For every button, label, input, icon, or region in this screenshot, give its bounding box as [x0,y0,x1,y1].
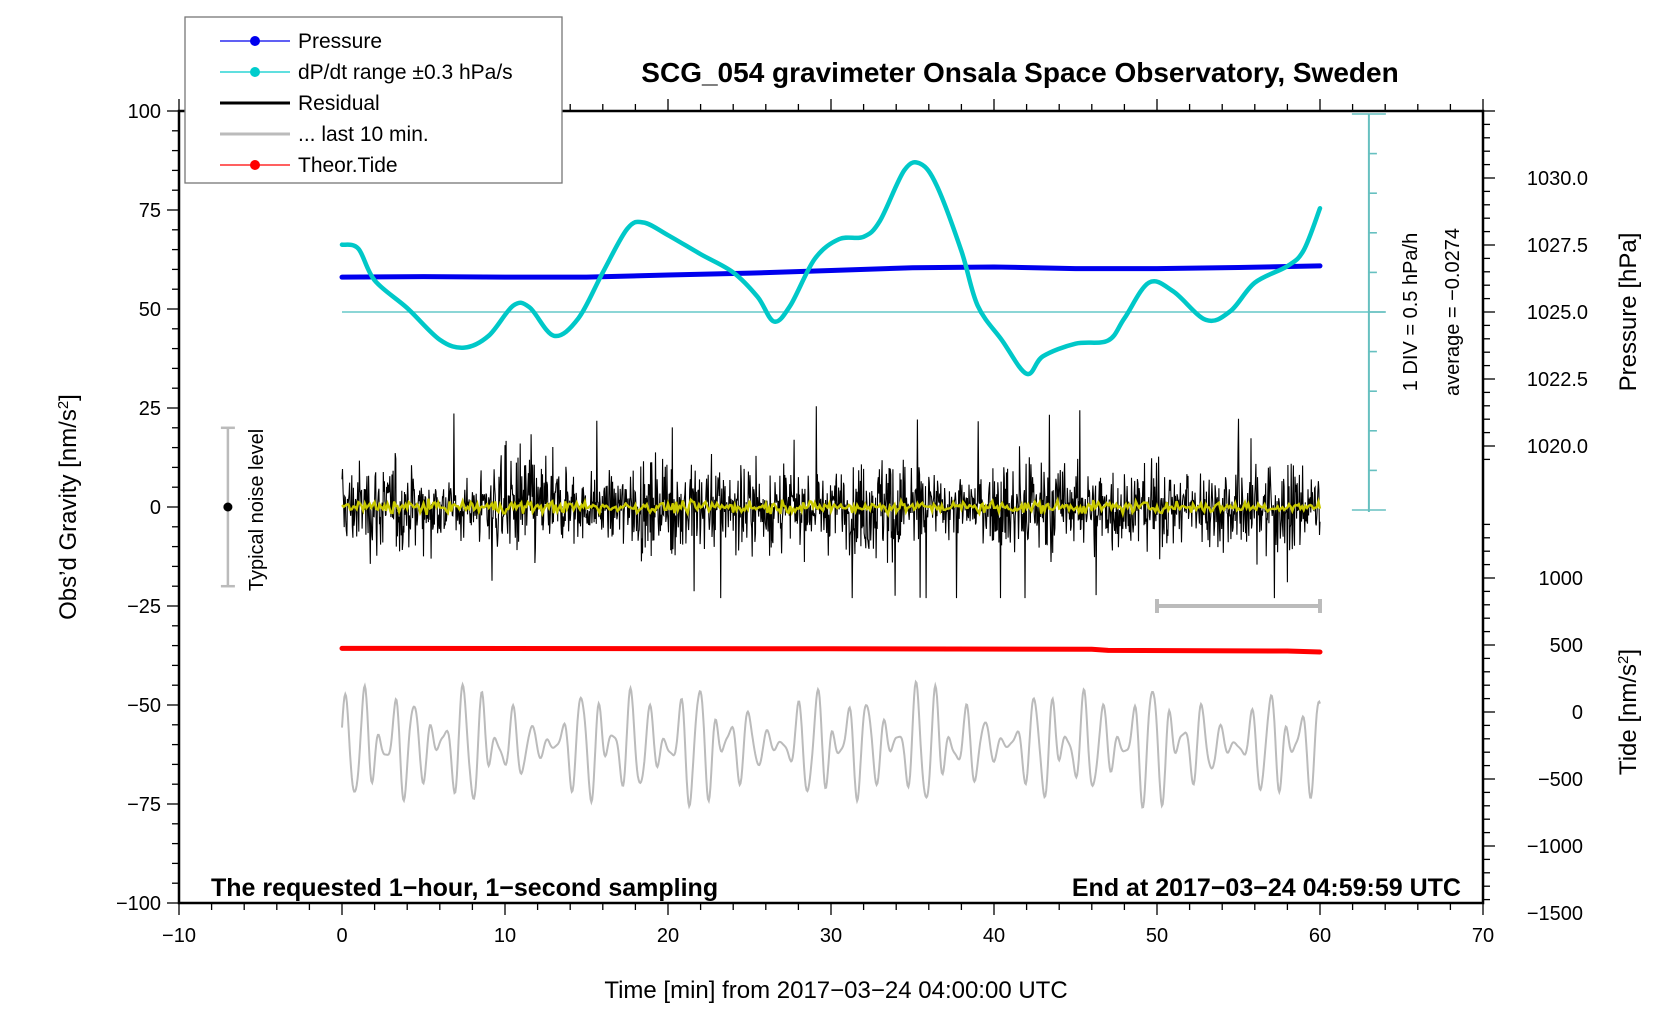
annotation-bottom-right: End at 2017−03−24 04:59:59 UTC [1072,874,1461,902]
y-left-tick-label: 100 [128,101,161,123]
residual-line [341,406,1321,599]
y-left-tick-label: −100 [116,893,161,915]
y-right-bottom-title-end: ] [1615,649,1642,656]
legend-swatch-dot [250,67,260,77]
pressure-tick-label: 1027.5 [1527,235,1588,257]
legend-label: Residual [298,92,380,115]
y-right-bottom-title-main: Tide [nm/s [1615,664,1642,775]
legend-entry: Residual [220,92,380,115]
y-left-tick-label: 50 [139,299,161,321]
tide-tick-label: 0 [1572,702,1583,724]
series-layer [339,159,1323,810]
pressure-tick-label: 1030.0 [1527,168,1588,190]
tide-tick-label: −1000 [1527,836,1583,858]
x-tick-label: 70 [1472,925,1494,947]
tide-tick-label: 1000 [1539,568,1584,590]
y-right-top-axis-title: Pressure [hPa] [1615,233,1642,392]
y-left-tick-label: −50 [127,695,161,717]
dpdt-scale-bar [1351,113,1386,512]
residual-smoothed-line [341,496,1322,519]
x-tick-label: 10 [494,925,516,947]
pressure-tick-label: 1020.0 [1527,436,1588,458]
y-left-title-main: Obs’d Gravity [nm/s [55,409,82,620]
noise-level-bar [220,426,235,588]
tide-tick-label: −500 [1538,769,1583,791]
noise-level-label: Typical noise level [246,429,268,591]
pressure-tick-label: 1022.5 [1527,369,1588,391]
legend-label: Theor.Tide [298,154,398,177]
x-tick-label: 60 [1309,925,1331,947]
y-right-bottom-title-sup: 2 [1615,656,1632,664]
y-left-axis-ticks: 100 75 50 25 0 −25 −50 −75 −100 [116,101,179,915]
noise-bar-center-dot [223,502,233,512]
x-tick-label: 30 [820,925,842,947]
legend-label: dP/dt range ±0.3 hPa/s [298,61,513,84]
y-left-tick-label: −25 [127,596,161,618]
x-tick-label: 50 [1146,925,1168,947]
x-axis-title: Time [min] from 2017−03−24 04:00:00 UTC [604,977,1067,1004]
y-left-title-end: ] [55,394,82,401]
legend-swatch-dot [250,36,260,46]
last-10-min-line [341,679,1321,810]
pressure-line [339,263,1323,280]
chart-title: SCG_054 gravimeter Onsala Space Observat… [641,57,1398,88]
legend-label: ... last 10 min. [298,123,429,146]
annotation-bottom-left: The requested 1−hour, 1−second sampling [211,874,718,902]
y-left-tick-label: 25 [139,398,161,420]
x-tick-label: 40 [983,925,1005,947]
y-left-tick-label: −75 [127,794,161,816]
y-right-bottom-axis-title: Tide [nm/s2] [1615,649,1643,775]
legend-box [184,16,563,184]
legend-entry: Theor.Tide [220,154,398,177]
dpdt-div-label: 1 DIV = 0.5 hPa/h [1400,233,1422,391]
x-tick-label: 20 [657,925,679,947]
legend-entry: ... last 10 min. [220,123,429,146]
tide-tick-label: 500 [1550,635,1583,657]
tide-tick-label: −1500 [1527,903,1583,925]
x-tick-label: −10 [162,925,196,947]
legend: Pressure dP/dt range ±0.3 hPa/s Residual..… [184,16,563,184]
y-left-axis-title: Obs’d Gravity [nm/s2] [55,394,83,620]
pressure-tick-label: 1025.0 [1527,302,1588,324]
legend-label: Pressure [298,30,382,53]
y-right-axis-ticks: 1030.0 1027.5 1025.0 1022.5 1020.0 1000 500 0 −5… [1483,110,1588,925]
tide-line [339,645,1323,655]
y-left-tick-label: 0 [150,497,161,519]
y-left-tick-label: 75 [139,200,161,222]
x-axis-ticks: −10 0 10 20 30 40 50 60 70 [162,99,1494,947]
x-tick-label: 0 [336,925,347,947]
dpdt-average-label: average = −0.0274 [1442,228,1464,396]
legend-entry: dP/dt range ±0.3 hPa/s [220,61,513,84]
legend-entry: Pressure [220,30,382,53]
legend-swatch-dot [250,160,260,170]
y-left-title-sup: 2 [55,401,72,409]
